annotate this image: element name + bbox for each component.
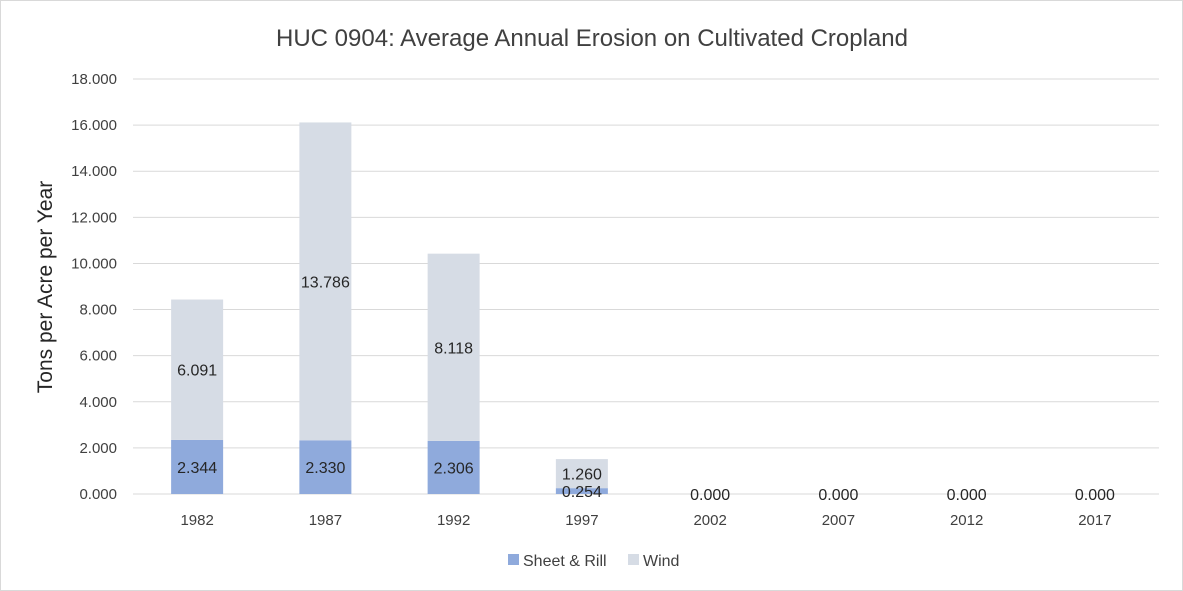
bar-sheet-rill-1987 — [299, 440, 352, 494]
y-tick-label: 2.000 — [79, 440, 117, 457]
data-label-sheet-rill-1982: 2.344 — [177, 460, 217, 477]
legend-label-sheet-rill: Sheet & Rill — [523, 553, 607, 570]
x-axis-ticks: 1982 1987 1992 1997 2002 2007 2012 2017 — [180, 512, 1111, 529]
data-label-wind-1997: 1.260 — [562, 467, 602, 484]
y-tick-label: 0.000 — [79, 486, 117, 503]
bar-wind-1992 — [427, 253, 480, 441]
data-label-sheet-rill-2012: 0.000 — [947, 487, 987, 504]
y-tick-label: 10.000 — [71, 255, 117, 272]
bar-wind-1997 — [555, 459, 608, 489]
data-label-sheet-rill-2002: 0.000 — [690, 487, 730, 504]
data-labels: 2.344 6.091 2.330 13.786 2.306 8.118 0.2541.26… — [177, 274, 1115, 504]
data-label-sheet-rill-1997: 0.254 — [562, 484, 602, 501]
y-tick-label: 18.000 — [71, 71, 117, 88]
legend-swatch-wind — [628, 554, 639, 565]
y-tick-label: 8.000 — [79, 302, 117, 319]
y-tick-label: 16.000 — [71, 117, 117, 134]
bar-sheet-rill-1992 — [427, 440, 480, 494]
x-tick-label-1997: 1997 — [565, 512, 598, 529]
x-tick-label-2007: 2007 — [822, 512, 855, 529]
gridlines — [133, 78, 1159, 495]
data-label-sheet-rill-2007: 0.000 — [818, 487, 858, 504]
bar-sheet-rill-1997 — [555, 488, 608, 494]
legend-swatch-sheet-rill — [508, 554, 519, 565]
bar-wind-1987 — [299, 122, 352, 441]
x-tick-label-1992: 1992 — [437, 512, 470, 529]
y-tick-label: 14.000 — [71, 163, 117, 180]
x-tick-label-2017: 2017 — [1078, 512, 1111, 529]
y-axis-ticks: 0.000 2.000 4.000 6.000 8.000 10.000 12.000 14.… — [71, 71, 117, 503]
y-tick-label: 12.000 — [71, 209, 117, 226]
chart-title: HUC 0904: Average Annual Erosion on Cult… — [276, 25, 908, 52]
legend: Sheet & Rill Wind — [508, 553, 679, 570]
x-tick-label-1982: 1982 — [180, 512, 213, 529]
bar-wind-1982 — [171, 299, 224, 440]
x-tick-label-1987: 1987 — [309, 512, 342, 529]
bars — [171, 122, 608, 494]
x-tick-label-2012: 2012 — [950, 512, 983, 529]
y-tick-label: 6.000 — [79, 348, 117, 365]
data-label-sheet-rill-1987: 2.330 — [305, 460, 345, 477]
data-label-sheet-rill-2017: 0.000 — [1075, 487, 1115, 504]
y-axis-label: Tons per Acre per Year — [34, 181, 57, 393]
data-label-wind-1987: 13.786 — [301, 274, 350, 291]
x-tick-label-2002: 2002 — [693, 512, 726, 529]
data-label-sheet-rill-1992: 2.306 — [434, 460, 474, 477]
y-tick-label: 4.000 — [79, 394, 117, 411]
data-label-wind-1982: 6.091 — [177, 363, 217, 380]
bar-sheet-rill-1982 — [171, 439, 224, 494]
data-label-wind-1992: 8.118 — [434, 340, 473, 357]
legend-label-wind: Wind — [643, 553, 679, 570]
